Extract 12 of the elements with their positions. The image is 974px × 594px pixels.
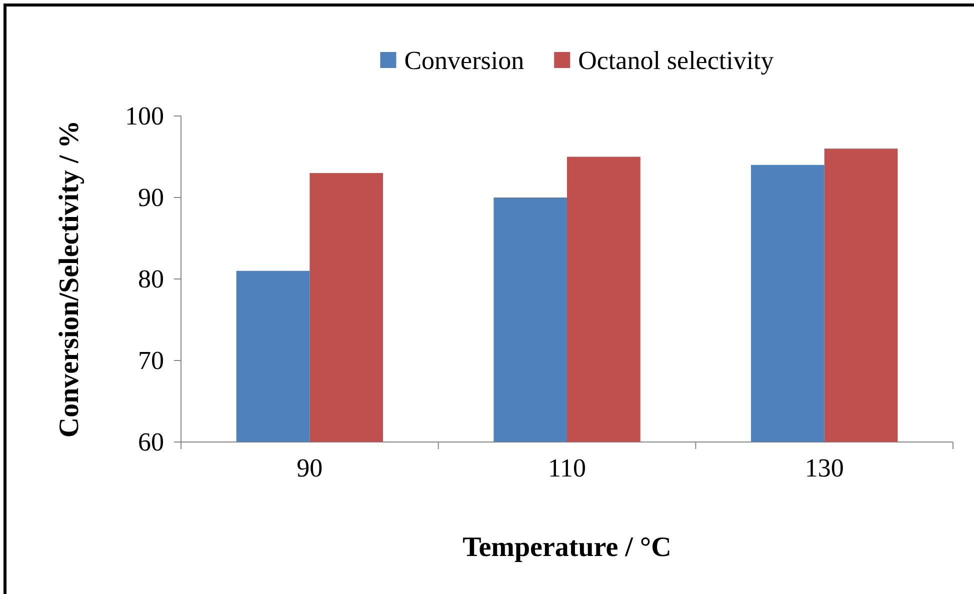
x-tick-label: 110: [548, 453, 586, 482]
legend-label: Conversion: [404, 46, 524, 75]
y-tick-label: 100: [125, 101, 164, 130]
y-tick-label: 90: [138, 182, 164, 212]
y-axis-title: Conversion/Selectivity / %: [54, 120, 85, 438]
x-tick-label: 90: [296, 453, 323, 482]
x-axis-title: Temperature / °C: [462, 532, 672, 563]
y-tick-label: 60: [138, 427, 164, 456]
y-tick-label: 80: [138, 264, 164, 294]
y-tick-label: 70: [138, 346, 164, 375]
x-tick-label: 130: [804, 453, 844, 482]
legend-label: Octanol selectivity: [578, 46, 774, 75]
